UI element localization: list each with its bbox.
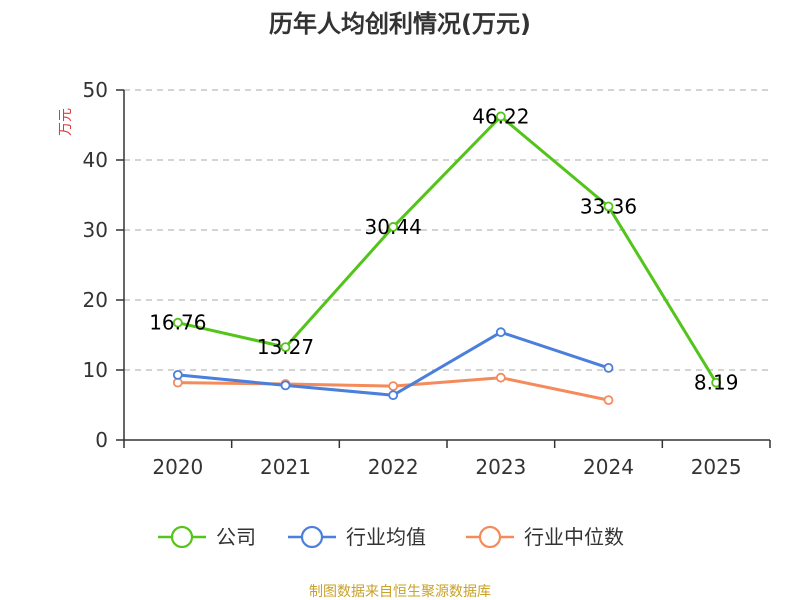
x-tick-label: 2025: [691, 455, 742, 479]
data-point[interactable]: [388, 222, 399, 232]
data-point[interactable]: [603, 362, 614, 373]
series-group: [172, 111, 722, 406]
legend-label: 公司: [216, 525, 256, 549]
y-axis-unit-label: 万元: [58, 108, 74, 136]
series-company: [172, 111, 722, 388]
data-point[interactable]: [388, 390, 399, 401]
y-tick-label: 10: [83, 358, 108, 382]
chart-title: 历年人均创利情况(万元): [269, 10, 531, 38]
y-tick-label: 50: [83, 78, 108, 102]
legend-label: 行业均值: [346, 525, 426, 549]
legend-item-company[interactable]: 公司: [158, 525, 256, 549]
legend-marker-icon: [478, 525, 502, 549]
axes: 0 10 20 30 40 50 2020 2021 2022 2023 2024 2025: [83, 78, 771, 479]
data-label: 8.19: [694, 371, 739, 395]
legend-item-industry_median[interactable]: 行业中位数: [466, 525, 624, 549]
series-line: [177, 114, 718, 384]
data-label: 13.27: [257, 335, 314, 359]
data-label: 46.22: [472, 104, 529, 128]
series-industry_avg: [172, 327, 614, 401]
data-labels: 16.76 13.27 30.44 46.22 33.36 8.19: [149, 104, 738, 394]
data-point[interactable]: [711, 377, 722, 388]
data-point[interactable]: [603, 395, 614, 406]
legend: 公司 行业均值 行业中位数: [158, 525, 624, 549]
data-point[interactable]: [495, 327, 506, 338]
x-tick-label: 2023: [475, 455, 526, 479]
data-point[interactable]: [388, 381, 399, 392]
data-label: 30.44: [365, 215, 422, 239]
data-point[interactable]: [172, 369, 183, 380]
gridlines: [124, 89, 770, 371]
y-tick-label: 20: [83, 288, 108, 312]
source-note: 制图数据来自恒生聚源数据库: [309, 584, 491, 600]
x-tick-label: 2021: [260, 455, 311, 479]
legend-label: 行业中位数: [524, 525, 624, 549]
x-tick-label: 2024: [583, 455, 634, 479]
legend-marker-icon: [170, 525, 194, 549]
data-point[interactable]: [172, 317, 183, 328]
data-point[interactable]: [603, 201, 614, 212]
legend-item-industry_avg[interactable]: 行业均值: [288, 525, 426, 549]
data-point[interactable]: [495, 372, 506, 383]
x-tick-label: 2022: [368, 455, 419, 479]
y-tick-label: 0: [95, 428, 108, 452]
data-point[interactable]: [280, 342, 291, 353]
y-tick-label: 30: [83, 218, 108, 242]
data-label: 16.76: [149, 311, 206, 335]
data-point[interactable]: [280, 380, 291, 391]
legend-marker-icon: [300, 525, 324, 549]
x-tick-label: 2020: [152, 455, 203, 479]
data-label: 33.36: [580, 194, 637, 218]
data-point[interactable]: [495, 111, 506, 122]
data-point[interactable]: [172, 377, 183, 388]
y-tick-label: 40: [83, 148, 108, 172]
